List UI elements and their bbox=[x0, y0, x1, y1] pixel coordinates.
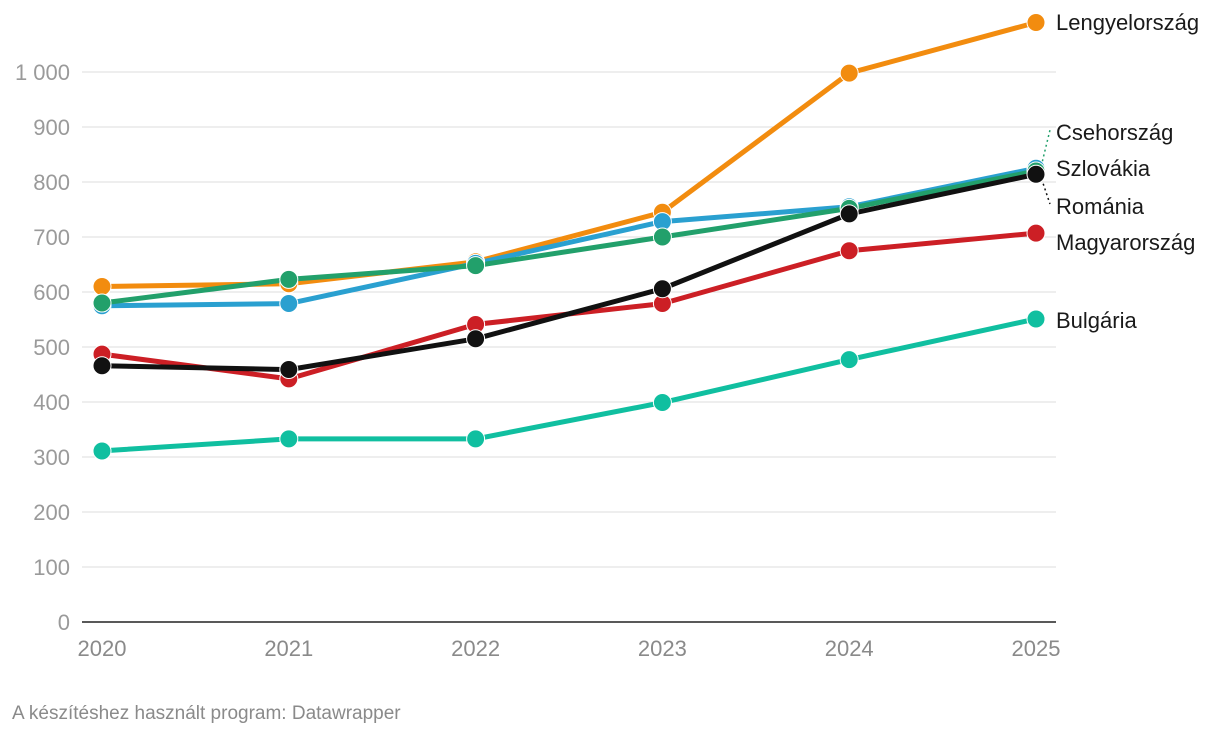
data-point bbox=[652, 393, 672, 413]
y-tick-label: 800 bbox=[33, 170, 70, 195]
x-tick-label: 2021 bbox=[264, 636, 313, 661]
data-point bbox=[1026, 309, 1046, 329]
y-tick-label: 300 bbox=[33, 445, 70, 470]
data-point bbox=[1026, 164, 1046, 184]
y-tick-label: 400 bbox=[33, 390, 70, 415]
data-point bbox=[839, 204, 859, 224]
x-tick-label: 2023 bbox=[638, 636, 687, 661]
data-point bbox=[92, 277, 112, 296]
data-point bbox=[466, 256, 486, 276]
data-point bbox=[92, 356, 112, 376]
data-point bbox=[839, 63, 859, 83]
series-lines bbox=[99, 20, 1039, 454]
series-points bbox=[92, 13, 1046, 461]
y-tick-label: 0 bbox=[58, 610, 70, 635]
y-tick-label: 200 bbox=[33, 500, 70, 525]
series-line bbox=[99, 168, 1039, 306]
data-point bbox=[92, 293, 112, 313]
x-tick-label: 2022 bbox=[451, 636, 500, 661]
y-tick-label: 900 bbox=[33, 115, 70, 140]
series-label: Bulgária bbox=[1056, 308, 1137, 333]
data-point bbox=[279, 294, 299, 314]
x-tick-label: 2025 bbox=[1012, 636, 1061, 661]
y-tick-label: 600 bbox=[33, 280, 70, 305]
data-point bbox=[839, 350, 859, 370]
y-tick-label: 100 bbox=[33, 555, 70, 580]
x-tick-label: 2024 bbox=[825, 636, 874, 661]
y-tick-label: 500 bbox=[33, 335, 70, 360]
series-label: Szlovákia bbox=[1056, 156, 1151, 181]
series-label: Lengyelország bbox=[1056, 10, 1199, 35]
y-tick-label: 1 000 bbox=[15, 60, 70, 85]
data-point bbox=[839, 241, 859, 261]
series-label: Magyarország bbox=[1056, 230, 1195, 255]
footer-credit: A készítéshez használt program: Datawrap… bbox=[12, 703, 401, 724]
data-point bbox=[92, 441, 112, 461]
series-label: Csehország bbox=[1056, 120, 1173, 145]
gridlines bbox=[82, 71, 1056, 568]
label-connector bbox=[1039, 129, 1051, 172]
data-point bbox=[466, 329, 486, 349]
data-point bbox=[1026, 13, 1046, 32]
x-tick-label: 2020 bbox=[78, 636, 127, 661]
data-point bbox=[279, 360, 299, 380]
axes: 0 100 200 300 400 500 600 700 800 900 1 000 2020 202… bbox=[15, 60, 1061, 661]
series-line bbox=[99, 316, 1039, 454]
y-tick-label: 700 bbox=[33, 225, 70, 250]
series-line bbox=[99, 171, 1039, 373]
series-labels: Lengyelország Csehország Szlovákia Románia M… bbox=[1056, 10, 1199, 333]
data-point bbox=[652, 227, 672, 247]
series-label: Románia bbox=[1056, 194, 1145, 219]
data-point bbox=[1026, 223, 1046, 243]
data-point bbox=[652, 279, 672, 299]
data-point bbox=[466, 429, 486, 449]
data-point bbox=[279, 269, 299, 289]
data-point bbox=[279, 429, 299, 449]
